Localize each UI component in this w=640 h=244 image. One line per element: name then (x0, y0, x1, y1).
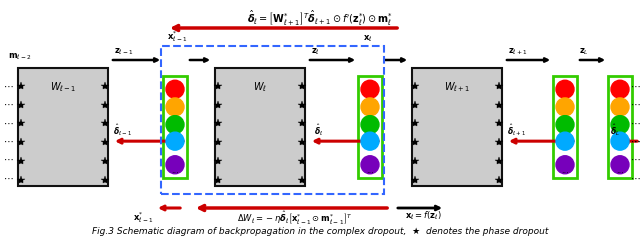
Circle shape (361, 156, 379, 174)
Bar (412, 68, 502, 186)
Text: $\mathbf{x}_{\ell}$: $\mathbf{x}_{\ell}$ (364, 33, 372, 44)
Text: $\mathbf{x}^{*}_{\ell-1}$: $\mathbf{x}^{*}_{\ell-1}$ (167, 29, 187, 44)
Text: $\mathbf{z}_{L}$: $\mathbf{z}_{L}$ (579, 47, 589, 57)
Text: $\cdots$: $\cdots$ (630, 173, 640, 183)
Circle shape (166, 132, 184, 150)
Circle shape (556, 80, 574, 98)
Text: $\mathbf{z}_{\ell+1}$: $\mathbf{z}_{\ell+1}$ (508, 47, 528, 57)
Bar (608, 76, 632, 178)
Circle shape (556, 132, 574, 150)
Circle shape (166, 98, 184, 116)
Circle shape (611, 132, 629, 150)
Text: $\cdots$: $\cdots$ (3, 136, 13, 146)
Text: ...: ... (171, 166, 179, 175)
Text: Fig.3 Schematic diagram of backpropagation in the complex dropout,  ★  denotes t: Fig.3 Schematic diagram of backpropagati… (92, 227, 548, 236)
Circle shape (556, 116, 574, 134)
Text: $\mathbf{x}^{*}_{\ell-1}$: $\mathbf{x}^{*}_{\ell-1}$ (132, 210, 153, 225)
Text: $\hat{\boldsymbol{\delta}}_{\ell+1}$: $\hat{\boldsymbol{\delta}}_{\ell+1}$ (506, 122, 525, 138)
Text: $\cdots$: $\cdots$ (3, 118, 13, 128)
Text: $W_{\ell+1}$: $W_{\ell+1}$ (444, 80, 470, 94)
Text: $W_{\ell}$: $W_{\ell}$ (253, 80, 267, 94)
Circle shape (166, 156, 184, 174)
Text: $\mathbf{m}_{\ell-2}$: $\mathbf{m}_{\ell-2}$ (8, 51, 31, 62)
Bar (18, 68, 108, 186)
Bar (554, 76, 577, 178)
Text: $\mathbf{z}_{\ell-1}$: $\mathbf{z}_{\ell-1}$ (114, 47, 134, 57)
Circle shape (166, 80, 184, 98)
Circle shape (166, 116, 184, 134)
Bar (163, 76, 187, 178)
Text: $\Delta W_{\ell} = -\eta\hat{\boldsymbol{\delta}}_{\ell}\left[\mathbf{x}^{*}_{\e: $\Delta W_{\ell} = -\eta\hat{\boldsymbol… (237, 210, 353, 227)
Text: $W_{\ell-1}$: $W_{\ell-1}$ (50, 80, 76, 94)
Text: $\cdots$: $\cdots$ (3, 154, 13, 164)
Text: $\cdots$: $\cdots$ (630, 136, 640, 146)
Circle shape (611, 156, 629, 174)
Bar (161, 46, 384, 194)
Circle shape (556, 98, 574, 116)
Circle shape (361, 80, 379, 98)
Bar (215, 68, 305, 186)
Text: $\cdots$: $\cdots$ (630, 99, 640, 109)
Text: ...: ... (366, 166, 374, 175)
Text: ...: ... (561, 166, 569, 175)
Bar (358, 76, 381, 178)
Text: ...: ... (616, 166, 624, 175)
Text: $\hat{\boldsymbol{\delta}}_{\ell} = \left[\mathbf{W}^{*}_{\ell+1}\right]^{T} \ha: $\hat{\boldsymbol{\delta}}_{\ell} = \lef… (247, 9, 393, 28)
Text: $\cdots$: $\cdots$ (3, 99, 13, 109)
Text: $\hat{\boldsymbol{\delta}}_{\ell-1}$: $\hat{\boldsymbol{\delta}}_{\ell-1}$ (113, 122, 131, 138)
Circle shape (556, 156, 574, 174)
Text: $\cdots$: $\cdots$ (633, 136, 640, 146)
Text: $\cdots$: $\cdots$ (3, 173, 13, 183)
Text: $\cdots$: $\cdots$ (3, 81, 13, 91)
Text: $\hat{\boldsymbol{\delta}}_{\ell}$: $\hat{\boldsymbol{\delta}}_{\ell}$ (314, 122, 324, 138)
Circle shape (361, 116, 379, 134)
Text: $\mathbf{x}_{\ell} = f(\mathbf{z}_{\ell})$: $\mathbf{x}_{\ell} = f(\mathbf{z}_{\ell}… (405, 210, 442, 223)
Circle shape (361, 98, 379, 116)
Circle shape (611, 98, 629, 116)
Circle shape (611, 116, 629, 134)
Text: $\hat{\boldsymbol{\delta}}_{L}$: $\hat{\boldsymbol{\delta}}_{L}$ (610, 122, 620, 138)
Text: $\mathbf{z}_{\ell}$: $\mathbf{z}_{\ell}$ (311, 47, 320, 57)
Circle shape (611, 80, 629, 98)
Text: $\cdots$: $\cdots$ (630, 154, 640, 164)
Circle shape (361, 132, 379, 150)
Text: $\cdots$: $\cdots$ (630, 118, 640, 128)
Text: $\cdots$: $\cdots$ (630, 81, 640, 91)
